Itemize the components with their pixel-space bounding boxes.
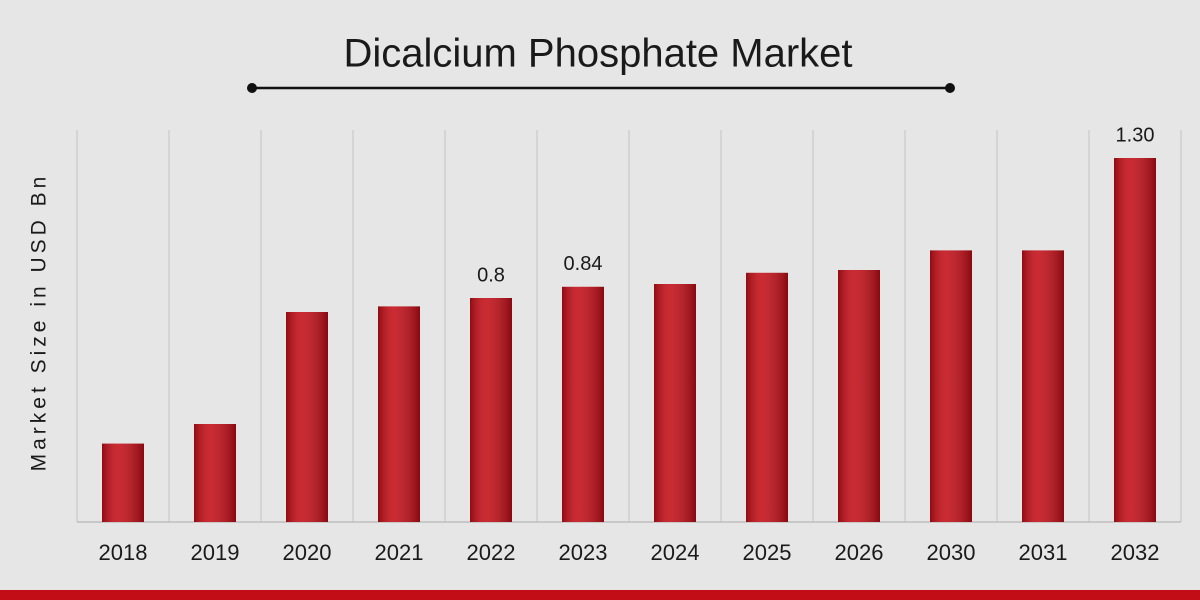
bar-shade bbox=[746, 272, 788, 522]
x-tick-label: 2026 bbox=[835, 540, 884, 565]
x-tick-label: 2023 bbox=[559, 540, 608, 565]
x-tick-label: 2022 bbox=[467, 540, 516, 565]
bar-shade bbox=[1022, 250, 1064, 522]
bar-shade bbox=[838, 270, 880, 522]
underline-dot bbox=[247, 83, 257, 93]
x-tick-label: 2030 bbox=[927, 540, 976, 565]
x-tick-label: 2021 bbox=[375, 540, 424, 565]
bar-shade bbox=[470, 298, 512, 522]
bar-shade bbox=[286, 312, 328, 522]
x-tick-label: 2032 bbox=[1111, 540, 1160, 565]
x-tick-label: 2020 bbox=[283, 540, 332, 565]
x-tick-label: 2025 bbox=[743, 540, 792, 565]
bar-shade bbox=[378, 306, 420, 522]
bar-shade bbox=[930, 250, 972, 522]
bottom-strip bbox=[0, 590, 1200, 600]
value-label: 0.8 bbox=[477, 264, 505, 286]
y-axis-label: Market Size in USD Bn bbox=[28, 173, 51, 472]
bar-shade bbox=[562, 286, 604, 522]
underline-dot bbox=[945, 83, 955, 93]
bar-shade bbox=[194, 424, 236, 522]
bar-shade bbox=[102, 443, 144, 522]
x-tick-label: 2024 bbox=[651, 540, 700, 565]
x-tick-label: 2018 bbox=[99, 540, 148, 565]
chart-title: Dicalcium Phosphate Market bbox=[343, 32, 852, 76]
value-label: 0.84 bbox=[564, 253, 603, 275]
value-label: 1.30 bbox=[1116, 124, 1155, 146]
bar-shade bbox=[1114, 158, 1156, 522]
x-tick-label: 2019 bbox=[191, 540, 240, 565]
x-tick-label: 2031 bbox=[1019, 540, 1068, 565]
bar-shade bbox=[654, 284, 696, 522]
